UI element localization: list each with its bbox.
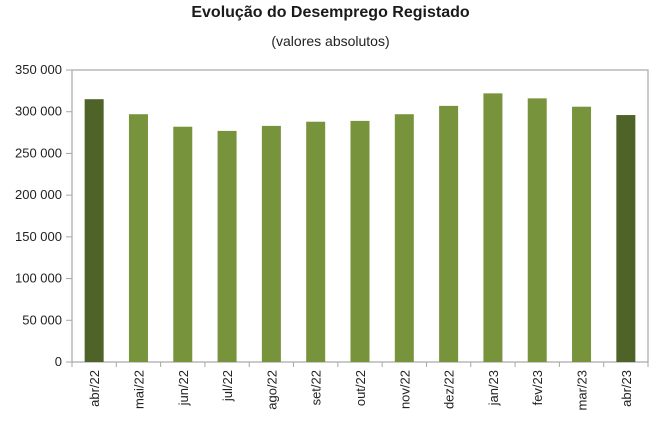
chart-title: Evolução do Desemprego Registado bbox=[191, 4, 470, 21]
bar-dez-22 bbox=[439, 105, 459, 363]
y-tick-label: 100 000 bbox=[15, 271, 62, 286]
x-tick-label: nov/22 bbox=[397, 370, 412, 409]
x-tick-label: abr/22 bbox=[87, 370, 102, 407]
bar-abr-22 bbox=[84, 99, 104, 362]
y-tick-label: 0 bbox=[55, 354, 62, 369]
bar-set-22 bbox=[306, 121, 326, 363]
bar-abr-23 bbox=[616, 115, 636, 363]
x-tick-label: fev/23 bbox=[530, 370, 545, 405]
y-axis: 0 50 000 100 000 150 000 200 000 250 000 300 0… bbox=[15, 62, 72, 369]
x-tick-label: dez/22 bbox=[442, 370, 457, 409]
x-tick-label: abr/23 bbox=[619, 370, 634, 407]
chart-subtitle: (valores absolutos) bbox=[271, 33, 390, 49]
x-tick-label: jul/22 bbox=[220, 370, 235, 402]
x-tick-label: jan/23 bbox=[486, 370, 501, 406]
y-tick-label: 200 000 bbox=[15, 187, 62, 202]
bar-ago-22 bbox=[261, 125, 281, 362]
bar-jul-22 bbox=[217, 130, 237, 362]
x-tick-label: ago/22 bbox=[264, 370, 279, 410]
bar-jan-23 bbox=[483, 93, 503, 363]
bar-fev-23 bbox=[527, 98, 547, 362]
bar-mar-23 bbox=[572, 106, 592, 362]
y-tick-label: 150 000 bbox=[15, 229, 62, 244]
x-tick-label: mar/23 bbox=[575, 370, 590, 410]
y-tick-label: 300 000 bbox=[15, 104, 62, 119]
x-tick-label: jun/22 bbox=[176, 370, 191, 406]
bar-nov-22 bbox=[394, 114, 414, 363]
y-tick-label: 350 000 bbox=[15, 62, 62, 77]
bar-jun-22 bbox=[173, 126, 193, 362]
x-tick-label: mai/22 bbox=[131, 370, 146, 409]
y-tick-label: 250 000 bbox=[15, 145, 62, 160]
y-tick-label: 50 000 bbox=[22, 312, 62, 327]
bar-out-22 bbox=[350, 120, 370, 363]
bars bbox=[84, 93, 636, 363]
x-tick-label: out/22 bbox=[353, 370, 368, 406]
x-tick-label: set/22 bbox=[309, 370, 324, 405]
bar-mai-22 bbox=[128, 114, 148, 363]
x-axis: abr/22 mai/22 jun/22 jul/22 ago/22 set/22 out/… bbox=[71, 362, 649, 410]
